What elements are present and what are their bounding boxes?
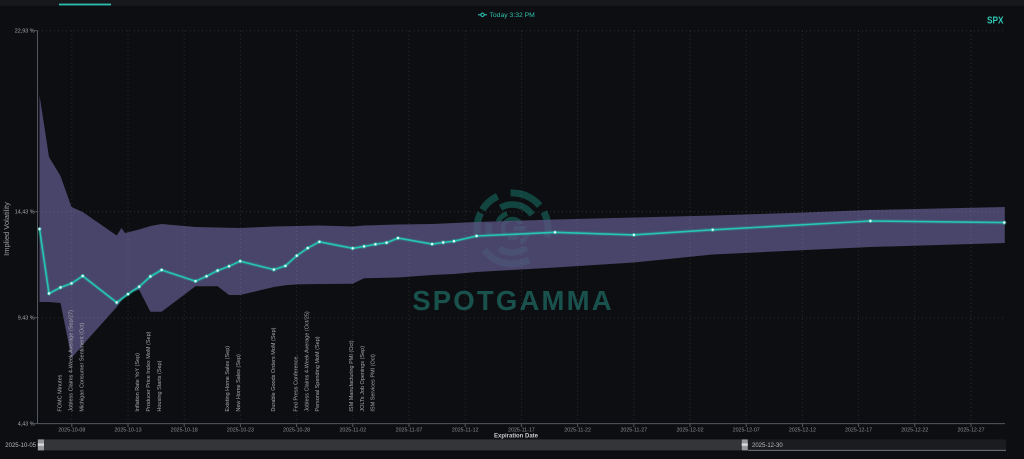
svg-text:Implied Volatility: Implied Volatility [2, 202, 11, 256]
svg-text:New Home Sales (Sep): New Home Sales (Sep) [236, 354, 242, 412]
svg-text:Expiration Date: Expiration Date [494, 434, 539, 440]
svg-text:Housing Starts (Sep): Housing Starts (Sep) [157, 360, 163, 411]
svg-text:2025-12-30: 2025-12-30 [752, 443, 783, 449]
svg-text:2025-10-05: 2025-10-05 [5, 443, 36, 449]
svg-text:FOMC Minutes: FOMC Minutes [58, 374, 64, 411]
svg-text:2025-10-08: 2025-10-08 [58, 428, 85, 434]
svg-text:2025-10-23: 2025-10-23 [227, 428, 254, 434]
svg-text:Inflation Rate YoY (Sep): Inflation Rate YoY (Sep) [135, 353, 141, 412]
svg-text:SPX: SPX [987, 16, 1004, 27]
svg-text:2025-11-07: 2025-11-07 [396, 428, 423, 434]
svg-text:2025-11-27: 2025-11-27 [620, 428, 647, 434]
svg-text:Existing Home Sales (Sep): Existing Home Sales (Sep) [225, 346, 231, 412]
svg-text:Michigan Consumer Sentiment (O: Michigan Consumer Sentiment (Oct) [80, 322, 86, 411]
svg-text:2025-10-13: 2025-10-13 [114, 428, 141, 434]
svg-text:2025-11-17: 2025-11-17 [508, 428, 535, 434]
svg-text:2025-12-27: 2025-12-27 [957, 428, 984, 434]
svg-text:2025-12-17: 2025-12-17 [845, 428, 872, 434]
svg-text:2025-10-28: 2025-10-28 [283, 428, 310, 434]
svg-text:ISM Manufacturing PMI (Oct): ISM Manufacturing PMI (Oct) [349, 340, 355, 411]
svg-text:2025-11-22: 2025-11-22 [564, 428, 591, 434]
svg-text:2025-11-02: 2025-11-02 [339, 428, 366, 434]
svg-text:9,43 %: 9,43 % [18, 316, 35, 322]
svg-text:2025-12-12: 2025-12-12 [789, 428, 816, 434]
svg-text:Producer Price Index MoM (Sep): Producer Price Index MoM (Sep) [146, 331, 152, 411]
svg-text:Jobless Claims 4-Week Average: Jobless Claims 4-Week Average (Sep/27) [69, 310, 75, 412]
svg-text:14,43 %: 14,43 % [15, 210, 35, 216]
svg-text:4,43 %: 4,43 % [18, 422, 35, 428]
svg-text:2025-12-07: 2025-12-07 [733, 428, 760, 434]
svg-text:Durable Goods Orders MoM (Sep): Durable Goods Orders MoM (Sep) [271, 327, 277, 411]
svg-text:SPOTGAMMA: SPOTGAMMA [412, 285, 614, 316]
svg-text:2025-12-02: 2025-12-02 [676, 428, 703, 434]
svg-text:2025-11-12: 2025-11-12 [452, 428, 479, 434]
svg-text:Jobless Claims 4-Week Average: Jobless Claims 4-Week Average (Oct/25) [305, 311, 311, 412]
svg-text:2025-10-18: 2025-10-18 [171, 428, 198, 434]
svg-text:Personal Spending MoM (Sep): Personal Spending MoM (Sep) [315, 336, 321, 411]
svg-text:22,93 %: 22,93 % [15, 29, 35, 35]
svg-text:2025-12-22: 2025-12-22 [901, 428, 928, 434]
svg-text:ISM Services PMI (Oct): ISM Services PMI (Oct) [371, 354, 377, 412]
svg-text:JOLTs Job Openings (Sep): JOLTs Job Openings (Sep) [360, 346, 366, 412]
svg-text:Today 3:32 PM: Today 3:32 PM [490, 12, 536, 19]
svg-text:Fed Press Conference.: Fed Press Conference. [294, 355, 300, 412]
